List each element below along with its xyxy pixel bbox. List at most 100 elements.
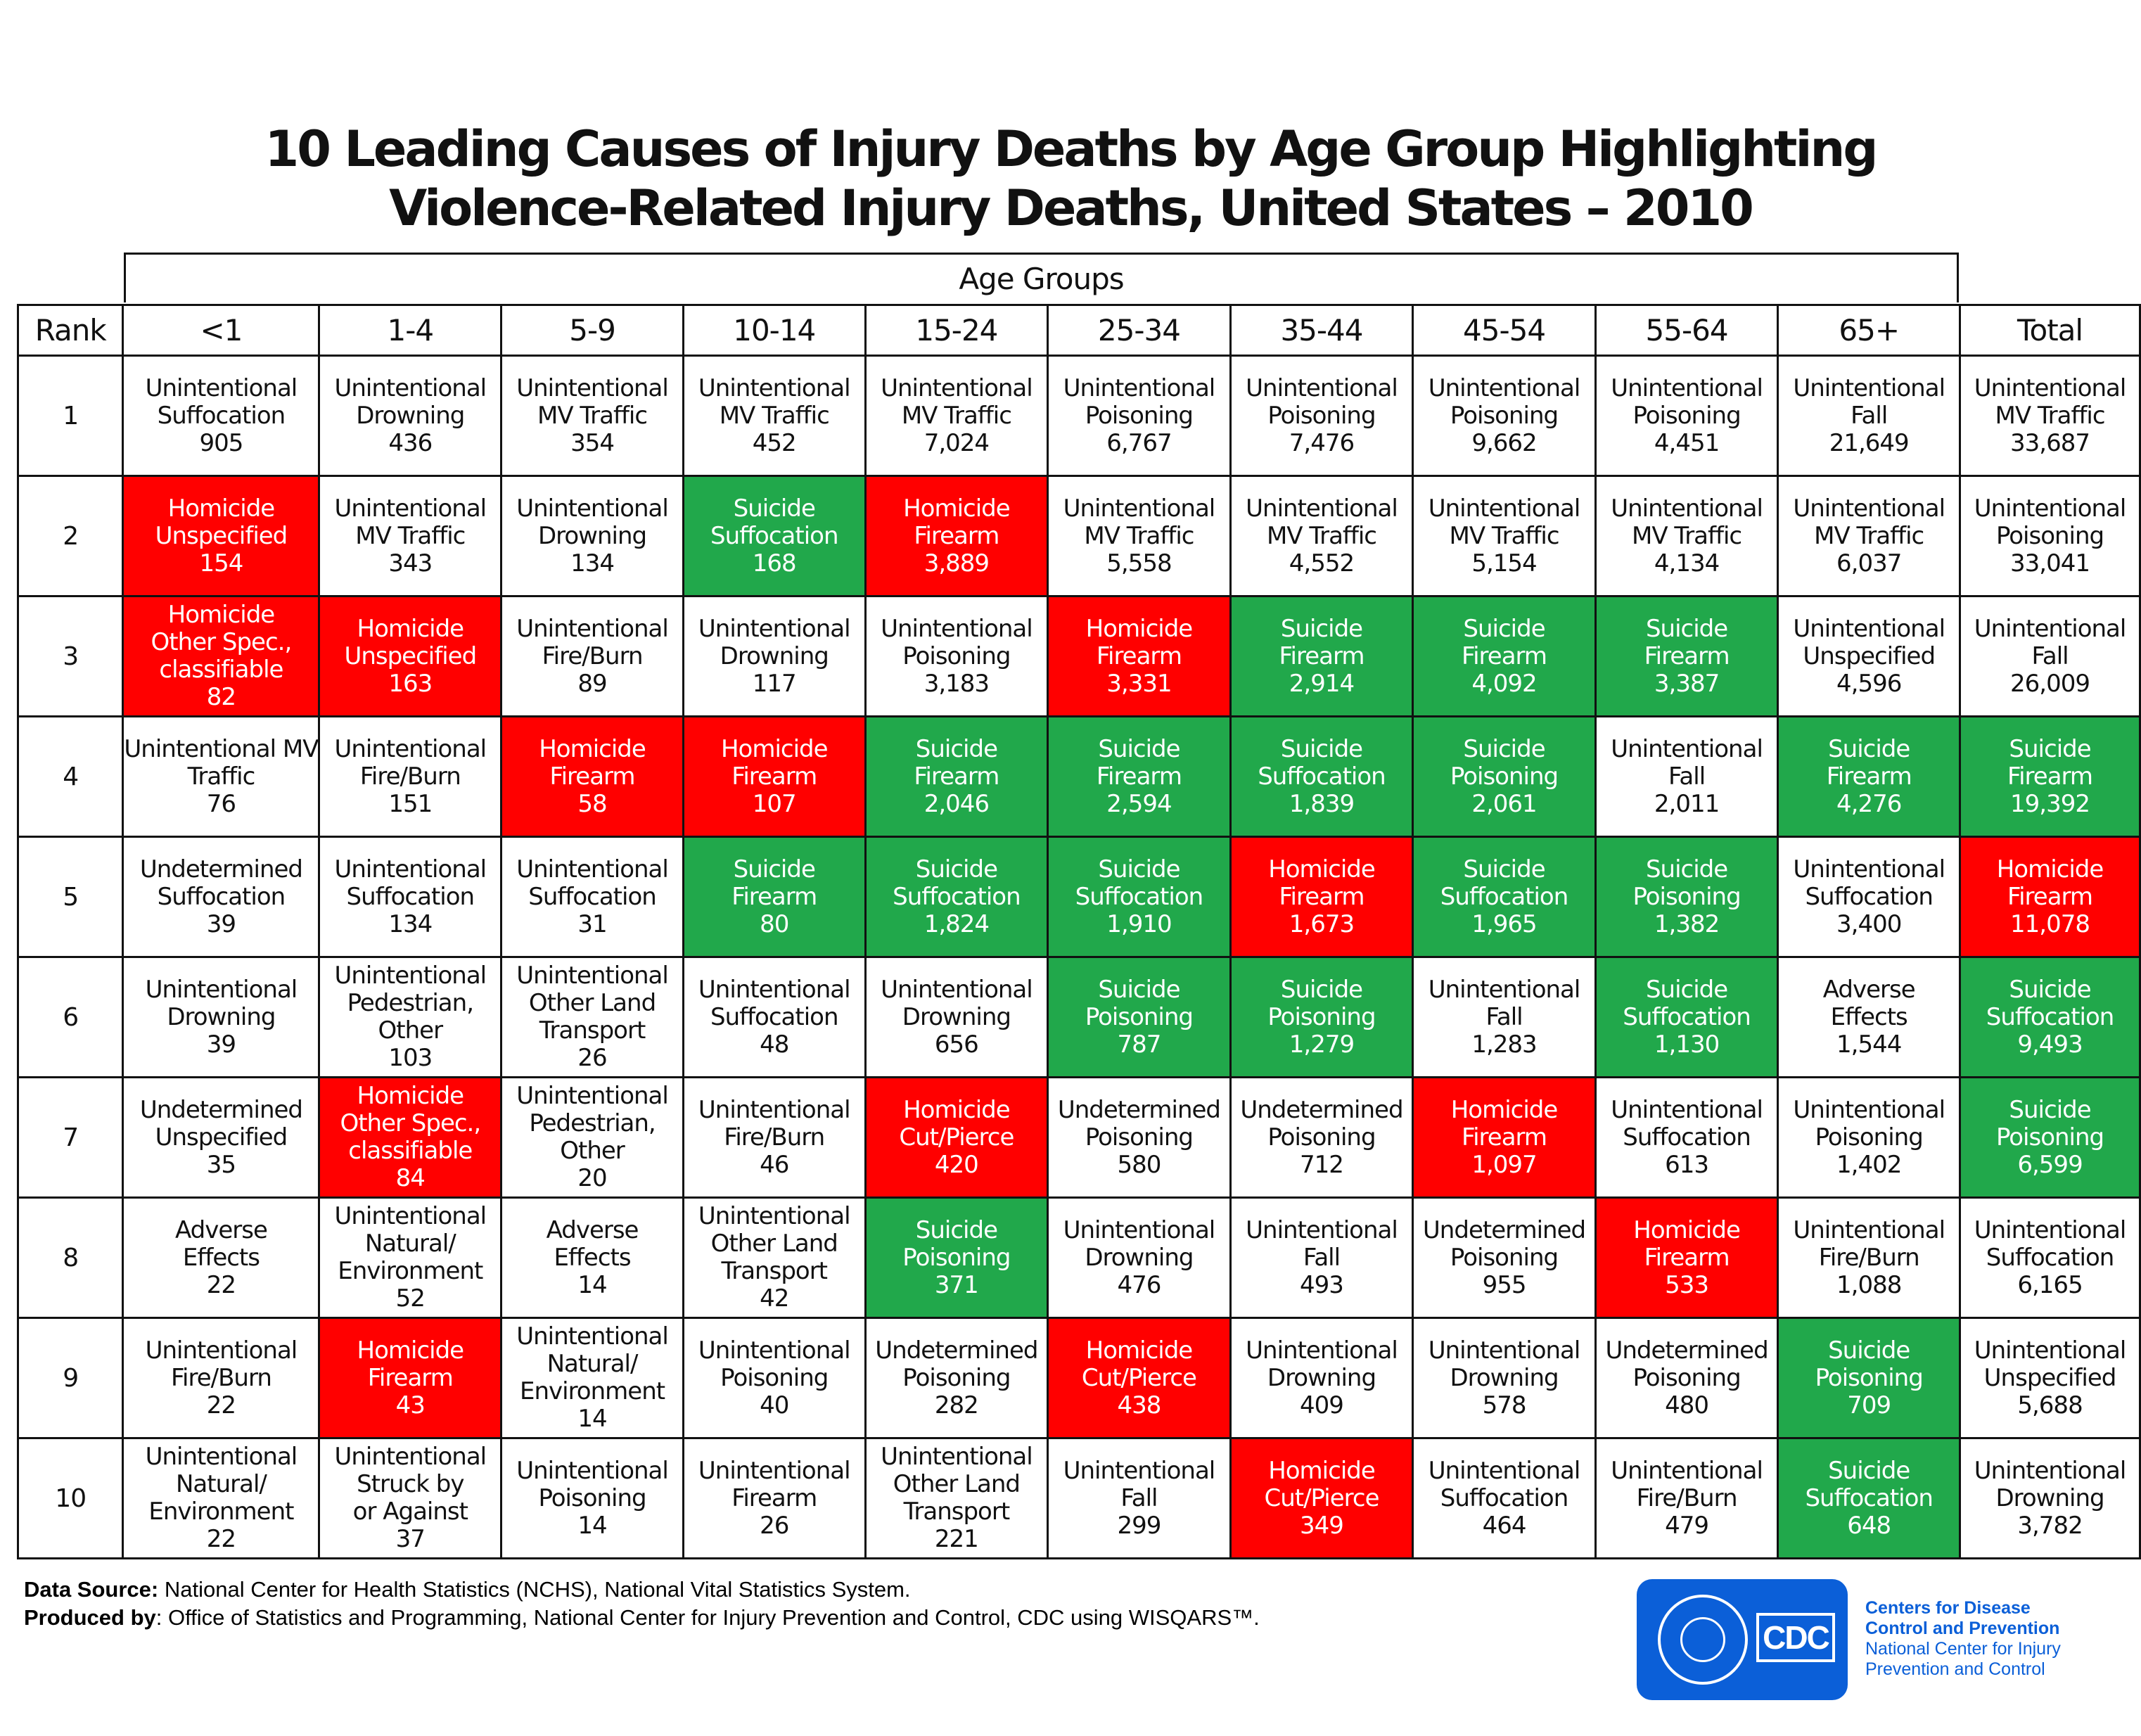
cause-cell: Suicide Suffocation 168 bbox=[682, 475, 867, 597]
cause-label: Poisoning bbox=[1450, 762, 1559, 791]
cause-cell: Unintentional Fall 26,009 bbox=[1959, 595, 2141, 717]
cause-label: Unintentional bbox=[1428, 374, 1581, 402]
cause-label: Undetermined bbox=[1057, 1095, 1221, 1124]
death-count: 26,009 bbox=[2010, 669, 2090, 698]
death-count: 4,552 bbox=[1289, 549, 1355, 577]
cause-label: Unintentional bbox=[1246, 1336, 1398, 1365]
death-count: 409 bbox=[1300, 1391, 1344, 1419]
cause-label: Suffocation bbox=[1623, 1002, 1751, 1031]
death-count: 5,154 bbox=[1471, 549, 1537, 577]
cause-cell: Suicide Poisoning 371 bbox=[864, 1196, 1049, 1319]
death-count: 709 bbox=[1847, 1391, 1891, 1419]
cause-label: Suffocation bbox=[157, 882, 286, 911]
death-count: 533 bbox=[1665, 1270, 1709, 1299]
cause-cell: Unintentional Suffocation 6,165 bbox=[1959, 1196, 2141, 1319]
rank-cell: 7 bbox=[16, 1076, 124, 1199]
cause-label: Undetermined bbox=[139, 855, 303, 883]
cause-label: Unspecified bbox=[1983, 1363, 2117, 1392]
cause-label: Adverse bbox=[174, 1215, 268, 1244]
death-count: 134 bbox=[388, 910, 433, 938]
cause-label: Homicide bbox=[1996, 855, 2104, 883]
cause-cell: Homicide Firearm 3,889 bbox=[864, 475, 1049, 597]
cause-label: Firearm bbox=[2007, 762, 2093, 791]
cause-label: Poisoning bbox=[720, 1363, 829, 1392]
cause-label: Suicide bbox=[915, 734, 998, 763]
table-row: 3 Homicide Other Spec., classifiable 82 Homic… bbox=[16, 595, 2141, 717]
cause-label: Unintentional bbox=[881, 614, 1033, 643]
death-count: 40 bbox=[760, 1391, 789, 1419]
death-count: 14 bbox=[577, 1405, 607, 1433]
cause-cell: Adverse Effects 14 bbox=[500, 1196, 684, 1319]
table-row: 2 Homicide Unspecified 154 Unintentional MV T… bbox=[16, 475, 2141, 597]
cause-label: Adverse bbox=[546, 1215, 639, 1244]
data-source-note: Data Source: National Center for Health … bbox=[24, 1576, 1260, 1604]
cause-cell: Unintentional Poisoning 40 bbox=[682, 1317, 867, 1439]
cause-label: Suicide bbox=[1463, 734, 1545, 763]
rank-cell: 2 bbox=[16, 475, 124, 597]
age-column-header: 10-14 bbox=[682, 304, 867, 357]
cause-cell: Unintentional Fire/Burn 22 bbox=[122, 1317, 321, 1439]
cause-cell: Unintentional Poisoning 14 bbox=[500, 1437, 684, 1559]
org-line-4: Prevention and Control bbox=[1865, 1659, 2045, 1679]
death-count: 343 bbox=[388, 549, 433, 577]
death-count: 2,011 bbox=[1654, 789, 1720, 818]
cause-cell: Unintentional Fire/Burn 89 bbox=[500, 595, 684, 717]
cause-label: Suicide bbox=[1098, 855, 1180, 883]
produced-by-text: : Office of Statistics and Programming, … bbox=[155, 1605, 1260, 1630]
cause-label: Cut/Pierce bbox=[899, 1123, 1014, 1151]
death-count: 42 bbox=[760, 1284, 789, 1313]
cause-cell: Unintentional Poisoning 6,767 bbox=[1047, 355, 1232, 477]
cause-label: Unintentional bbox=[145, 975, 298, 1004]
death-count: 2,594 bbox=[1106, 789, 1172, 818]
age-column-header: Total bbox=[1959, 304, 2141, 357]
cause-label: Suicide bbox=[1645, 614, 1728, 643]
cause-label: MV Traffic bbox=[1266, 521, 1377, 550]
cause-cell: Suicide Suffocation 9,493 bbox=[1959, 956, 2141, 1078]
death-count: 7,024 bbox=[923, 428, 990, 457]
cause-label: Suffocation bbox=[710, 1002, 839, 1031]
cause-label: Poisoning bbox=[1085, 1002, 1194, 1031]
cause-label: Poisoning bbox=[1815, 1123, 1924, 1151]
cause-label: Drowning bbox=[1995, 1483, 2104, 1512]
death-count: 2,046 bbox=[923, 789, 990, 818]
cause-label: Suffocation bbox=[1440, 882, 1569, 911]
death-count: 84 bbox=[395, 1164, 426, 1192]
cause-cell: Undetermined Suffocation 39 bbox=[122, 836, 321, 958]
age-column-header: 55-64 bbox=[1594, 304, 1779, 357]
death-count: 4,134 bbox=[1654, 549, 1720, 577]
cause-label: Homicide bbox=[357, 1336, 465, 1365]
cause-cell: Homicide Firearm 1,673 bbox=[1229, 836, 1414, 958]
table-row: 4 Unintentional MV Traffic 76 Unintentional F… bbox=[16, 715, 2141, 838]
cause-label: Suicide bbox=[1463, 614, 1545, 643]
cause-label: Unintentional bbox=[881, 374, 1033, 402]
cause-label: MV Traffic bbox=[1449, 521, 1559, 550]
death-count: 6,599 bbox=[2017, 1150, 2083, 1179]
cause-cell: Unintentional Poisoning 9,662 bbox=[1412, 355, 1597, 477]
cause-label: Fire/Burn bbox=[542, 642, 644, 670]
cause-label: Unintentional bbox=[334, 374, 487, 402]
cause-label: Unspecified bbox=[155, 521, 288, 550]
death-count: 33,687 bbox=[2010, 428, 2090, 457]
cause-label: Suicide bbox=[1645, 855, 1728, 883]
cause-label: Suicide bbox=[2009, 975, 2091, 1004]
cause-label: Unintentional bbox=[1793, 614, 1945, 643]
death-count: 103 bbox=[388, 1044, 433, 1072]
rank-cell: 5 bbox=[16, 836, 124, 958]
cause-label: Fire/Burn bbox=[359, 762, 461, 791]
table-row: 10 Unintentional Natural/Environment 22 Unin… bbox=[16, 1437, 2141, 1559]
death-count: 1,283 bbox=[1471, 1030, 1537, 1059]
death-count: 43 bbox=[395, 1391, 426, 1419]
cause-label: Homicide bbox=[903, 1095, 1011, 1124]
death-count: 5,558 bbox=[1106, 549, 1172, 577]
cause-label: Unintentional bbox=[1246, 494, 1398, 523]
cause-label: Unintentional bbox=[145, 1336, 298, 1365]
cause-label: MV Traffic bbox=[355, 521, 466, 550]
cause-label: Suffocation bbox=[1986, 1002, 2115, 1031]
death-count: 905 bbox=[199, 428, 243, 457]
cause-label: MV Traffic bbox=[1084, 521, 1194, 550]
cause-label: Unintentional bbox=[1428, 1456, 1581, 1485]
cause-label: Transport bbox=[539, 1016, 646, 1045]
cause-label: Drowning bbox=[1085, 1243, 1194, 1272]
cause-label: Homicide bbox=[1633, 1215, 1741, 1244]
death-count: 1,839 bbox=[1289, 789, 1355, 818]
